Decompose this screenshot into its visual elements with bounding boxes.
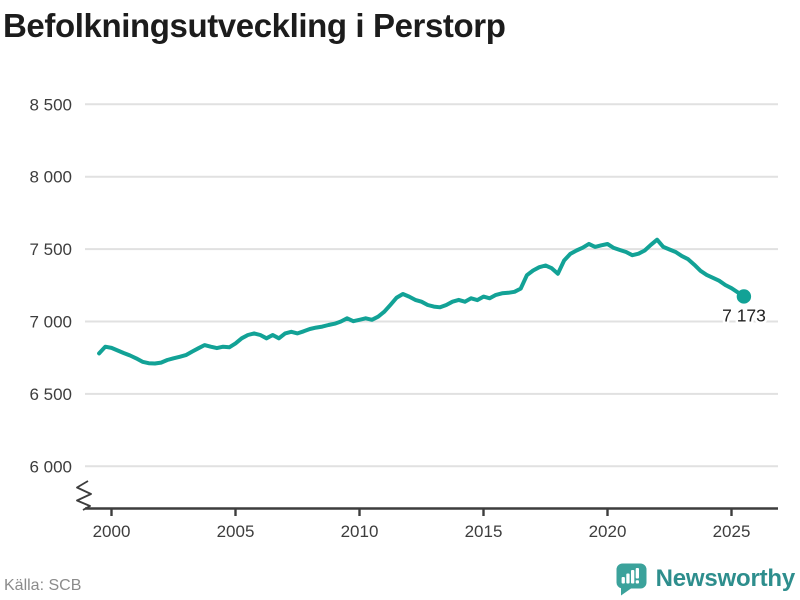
axis-break-icon: [76, 480, 92, 511]
y-tick-label: 7 500: [29, 240, 72, 259]
y-tick-label: 8 500: [29, 95, 72, 114]
y-tick-label: 6 500: [29, 385, 72, 404]
newsworthy-brand: Newsworthy: [615, 562, 795, 596]
x-tick-label: 2015: [465, 522, 503, 541]
y-tick-label: 7 000: [29, 313, 72, 332]
logo-bars-icon: [621, 568, 639, 584]
x-tick-label: 2005: [217, 522, 255, 541]
newsworthy-wordmark: Newsworthy: [655, 565, 796, 592]
y-tick-label: 6 000: [29, 457, 72, 476]
last-value-label: 7 173: [722, 305, 766, 325]
x-tick-label: 2010: [341, 522, 379, 541]
y-tick-label: 8 000: [29, 168, 72, 187]
x-tick-label: 2000: [93, 522, 131, 541]
source-note: Källa: SCB: [4, 577, 82, 594]
last-point-marker: [736, 289, 752, 304]
chart-title: Befolkningsutveckling i Perstorp: [3, 7, 506, 44]
population-series-line: [97, 237, 746, 366]
x-tick-label: 2025: [713, 522, 751, 541]
newsworthy-logo-icon: [616, 563, 647, 596]
x-tick-label: 2020: [589, 522, 627, 541]
population-line-chart: 6 000 6 500 7 000 7 500 8 000 8 500 2000 2005 20…: [29, 95, 778, 541]
